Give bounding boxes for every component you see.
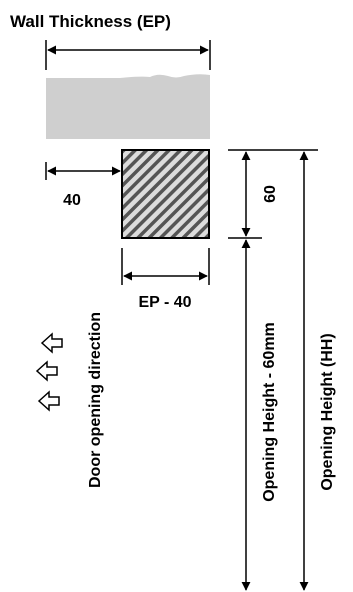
- depth-60-label: 60: [262, 185, 279, 203]
- wall-thickness-label: Wall Thickness (EP): [10, 12, 171, 31]
- frame-section-hatched: [121, 149, 210, 239]
- opening-height-minus-label: Opening Height - 60mm: [261, 322, 278, 502]
- arrow-left-outline-icon: [35, 360, 58, 382]
- door-direction-label: Door opening direction: [87, 312, 104, 488]
- arrow-left-outline-icon: [40, 332, 63, 354]
- opening-height-label: Opening Height (HH): [319, 333, 336, 490]
- arrow-left-outline-icon: [37, 390, 60, 412]
- wall-block: [46, 74, 210, 139]
- offset-40-label: 40: [63, 192, 81, 209]
- ep-minus-40-label: EP - 40: [138, 294, 191, 311]
